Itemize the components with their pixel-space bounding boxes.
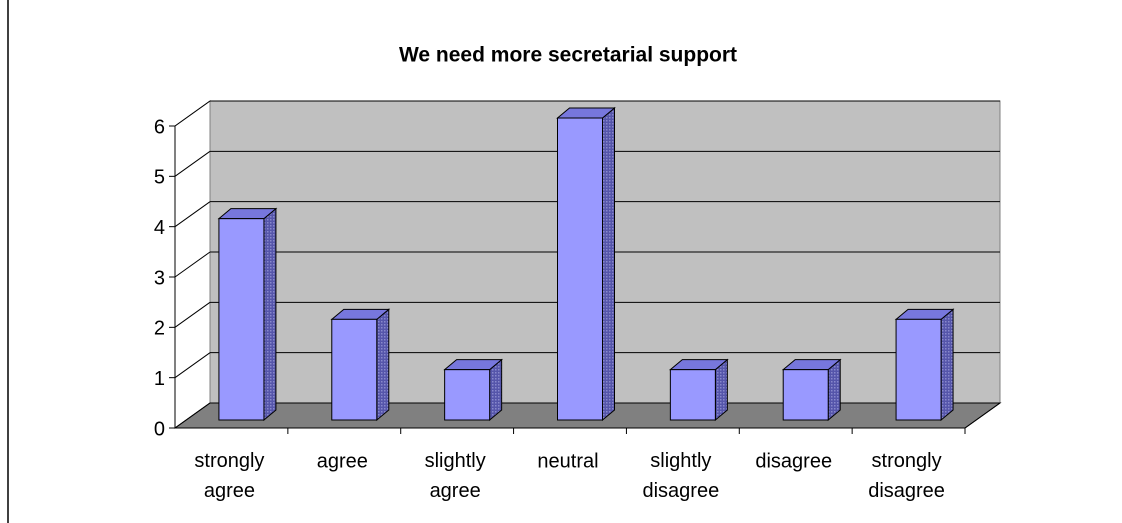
bar xyxy=(218,218,265,421)
bar-group xyxy=(556,106,616,422)
bar-group xyxy=(443,358,504,422)
bar-group xyxy=(217,207,278,422)
x-tick-label: disagree xyxy=(755,450,832,472)
grid-line xyxy=(174,251,211,278)
bar-group xyxy=(330,308,391,422)
y-tick-label: 5 xyxy=(154,167,165,189)
grid-line xyxy=(174,201,211,228)
grid-line xyxy=(174,352,211,379)
bar xyxy=(557,117,603,421)
grid-line xyxy=(174,150,211,177)
x-tick-label: slightly agree xyxy=(425,450,486,502)
y-tick-label: 1 xyxy=(154,368,165,390)
x-axis-end xyxy=(964,402,1001,429)
x-tick-label: slightly disagree xyxy=(642,450,719,502)
bar xyxy=(444,369,491,421)
y-tick-label: 2 xyxy=(154,318,165,340)
bar-group xyxy=(894,308,955,422)
y-tick-label: 4 xyxy=(154,217,165,239)
bar xyxy=(331,318,378,421)
x-tick-label: neutral xyxy=(537,450,598,472)
grid-line xyxy=(174,402,211,429)
bar xyxy=(669,369,716,421)
bar-group xyxy=(781,358,842,422)
x-tick-label: strongly agree xyxy=(194,450,264,502)
bar-side xyxy=(263,207,277,422)
bar xyxy=(895,318,942,421)
grid-line xyxy=(174,301,211,328)
x-tick-label: agree xyxy=(317,450,368,472)
x-tick-label: strongly disagree xyxy=(868,450,945,502)
grid-line xyxy=(174,100,211,127)
bar-group xyxy=(668,358,729,422)
chart-title: We need more secretarial support xyxy=(399,44,737,67)
bar-side xyxy=(940,308,954,422)
y-tick-label: 3 xyxy=(154,267,165,289)
bar-side xyxy=(376,308,390,422)
y-tick-label: 6 xyxy=(154,116,165,138)
bar-side xyxy=(602,106,615,422)
y-tick-label: 0 xyxy=(154,418,165,440)
bar xyxy=(782,369,829,421)
